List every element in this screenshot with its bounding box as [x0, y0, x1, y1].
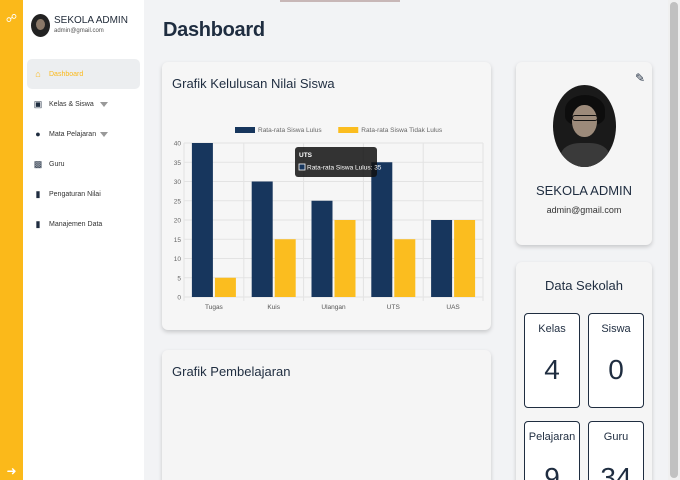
- page-title: Dashboard: [163, 19, 265, 41]
- y-tick-label: 0: [177, 295, 181, 302]
- tooltip-title: UTS: [299, 152, 313, 159]
- profile-card: ✎ SEKOLA ADMIN admin@gmail.com: [516, 62, 652, 245]
- profile-email: admin@gmail.com: [546, 205, 622, 215]
- sidebar-item-mata-pelajaran[interactable]: ● Mata Pelajaran: [27, 119, 140, 149]
- sidebar-item-label: Dashboard: [49, 70, 84, 78]
- legend-label: Rata-rata Siswa Tidak Lulus: [361, 127, 443, 134]
- y-tick-label: 20: [174, 218, 182, 225]
- y-tick-label: 35: [174, 160, 182, 167]
- book-icon: ▮: [35, 189, 41, 199]
- profile-name: SEKOLA ADMIN: [535, 183, 633, 198]
- users-icon: ▣: [33, 99, 43, 109]
- scrollbar-thumb[interactable]: [670, 2, 678, 478]
- avatar: [553, 85, 616, 167]
- grad-chart-card: Grafik Kelulusan Nilai Siswa 0 5 10 15 20 25 3…: [162, 62, 491, 330]
- chevron-down-icon: [100, 102, 108, 107]
- sidebar-item-label: Pengaturan Nilai: [49, 190, 101, 198]
- stat-value: 9: [544, 462, 560, 480]
- legend-swatch: [235, 127, 255, 133]
- tooltip-box: [295, 147, 377, 177]
- chevron-down-icon: [100, 132, 108, 137]
- card-title: Grafik Kelulusan Nilai Siswa: [172, 76, 335, 91]
- sidebar-item-kelas-siswa[interactable]: ▣ Kelas & Siswa: [27, 89, 140, 119]
- stat-value: 0: [608, 354, 624, 385]
- stat-guru[interactable]: Guru 34: [588, 421, 644, 480]
- bar-lulus-uts: [371, 162, 393, 297]
- bar-lulus-tugas: [191, 143, 213, 297]
- bar-tidak-lulus-ulangan: [334, 220, 356, 297]
- sidebar-item-label: Mata Pelajaran: [49, 130, 97, 138]
- legend-label: Rata-rata Siswa Lulus: [258, 127, 322, 134]
- sidebar-item-manajemen-data[interactable]: ▮ Manajemen Data: [27, 209, 140, 239]
- sidebar-item-label: Kelas & Siswa: [49, 100, 94, 108]
- y-tick-label: 10: [174, 256, 182, 263]
- x-tick-label: UTS: [387, 304, 401, 311]
- home-icon: ⌂: [35, 69, 41, 79]
- avatar: [31, 14, 50, 37]
- bar-lulus-ulangan: [311, 200, 333, 297]
- stat-label: Pelajaran: [528, 431, 576, 443]
- stat-pelajaran[interactable]: Pelajaran 9: [524, 421, 580, 480]
- teacher-icon: ▩: [33, 159, 43, 169]
- stat-label: Siswa: [601, 323, 631, 335]
- sidebar-item-guru[interactable]: ▩ Guru: [27, 149, 140, 179]
- y-tick-label: 15: [174, 237, 182, 244]
- y-tick-label: 30: [174, 179, 182, 186]
- x-tick-label: Tugas: [205, 304, 224, 311]
- stat-label: Guru: [603, 431, 629, 443]
- app-logo-icon[interactable]: ☍: [5, 13, 18, 25]
- user-icon: ●: [35, 129, 41, 139]
- edit-icon[interactable]: ✎: [634, 71, 646, 85]
- bar-tidak-lulus-kuis: [274, 239, 296, 297]
- accent-rail: ☍ ➜: [0, 0, 23, 480]
- main-content: Dashboard Grafik Kelulusan Nilai Siswa 0…: [144, 0, 680, 480]
- stat-value: 4: [544, 354, 560, 385]
- bar-tidak-lulus-uas: [454, 220, 476, 297]
- bar-lulus-uas: [431, 220, 453, 297]
- y-tick-label: 5: [177, 275, 181, 282]
- sidebar-item-label: Guru: [49, 160, 65, 168]
- sidebar-profile[interactable]: SEKOLA ADMIN admin@gmail.com: [31, 14, 128, 37]
- sidebar-nav: ⌂ Dashboard ▣ Kelas & Siswa ● Mata Pelaj…: [27, 59, 140, 239]
- top-divider: [280, 0, 400, 2]
- sidebar-item-pengaturan-nilai[interactable]: ▮ Pengaturan Nilai: [27, 179, 140, 209]
- data-sekolah-card: Data Sekolah Kelas 4 Siswa 0 Pelajaran 9…: [516, 262, 652, 480]
- x-tick-label: UAS: [446, 304, 460, 311]
- stat-label: Kelas: [538, 323, 566, 335]
- x-tick-label: Kuis: [267, 304, 280, 311]
- card-title: Grafik Pembelajaran: [172, 364, 291, 379]
- x-tick-label: Ulangan: [321, 304, 346, 311]
- sidebar-user-email: admin@gmail.com: [54, 28, 104, 34]
- bar-tidak-lulus-uts: [394, 239, 416, 297]
- y-tick-label: 25: [174, 198, 182, 205]
- stat-value: 34: [600, 462, 632, 480]
- stat-kelas[interactable]: Kelas 4: [524, 313, 580, 408]
- sidebar: SEKOLA ADMIN admin@gmail.com ⌂ Dashboard…: [23, 0, 144, 480]
- stat-siswa[interactable]: Siswa 0: [588, 313, 644, 408]
- legend-swatch: [338, 127, 359, 133]
- card-title: Data Sekolah: [544, 278, 624, 293]
- logout-icon[interactable]: ➜: [6, 464, 17, 478]
- tooltip-text: Rata-rata Siswa Lulus: 35: [307, 165, 382, 172]
- y-tick-label: 40: [174, 141, 182, 148]
- tooltip-swatch: [298, 163, 306, 171]
- pembelajaran-chart-card: Grafik Pembelajaran: [162, 350, 491, 480]
- sidebar-item-label: Manajemen Data: [49, 220, 103, 228]
- sidebar-user-name: SEKOLA ADMIN: [54, 15, 128, 26]
- bar-chart: 0 5 10 15 20 25 30 35 40 Tugas Kuis Ulangan UTS UAS Ra…: [174, 127, 484, 311]
- sidebar-item-dashboard[interactable]: ⌂ Dashboard: [27, 59, 140, 89]
- book-icon: ▮: [35, 219, 41, 229]
- bar-tidak-lulus-tugas: [214, 277, 236, 297]
- bar-lulus-kuis: [251, 181, 273, 297]
